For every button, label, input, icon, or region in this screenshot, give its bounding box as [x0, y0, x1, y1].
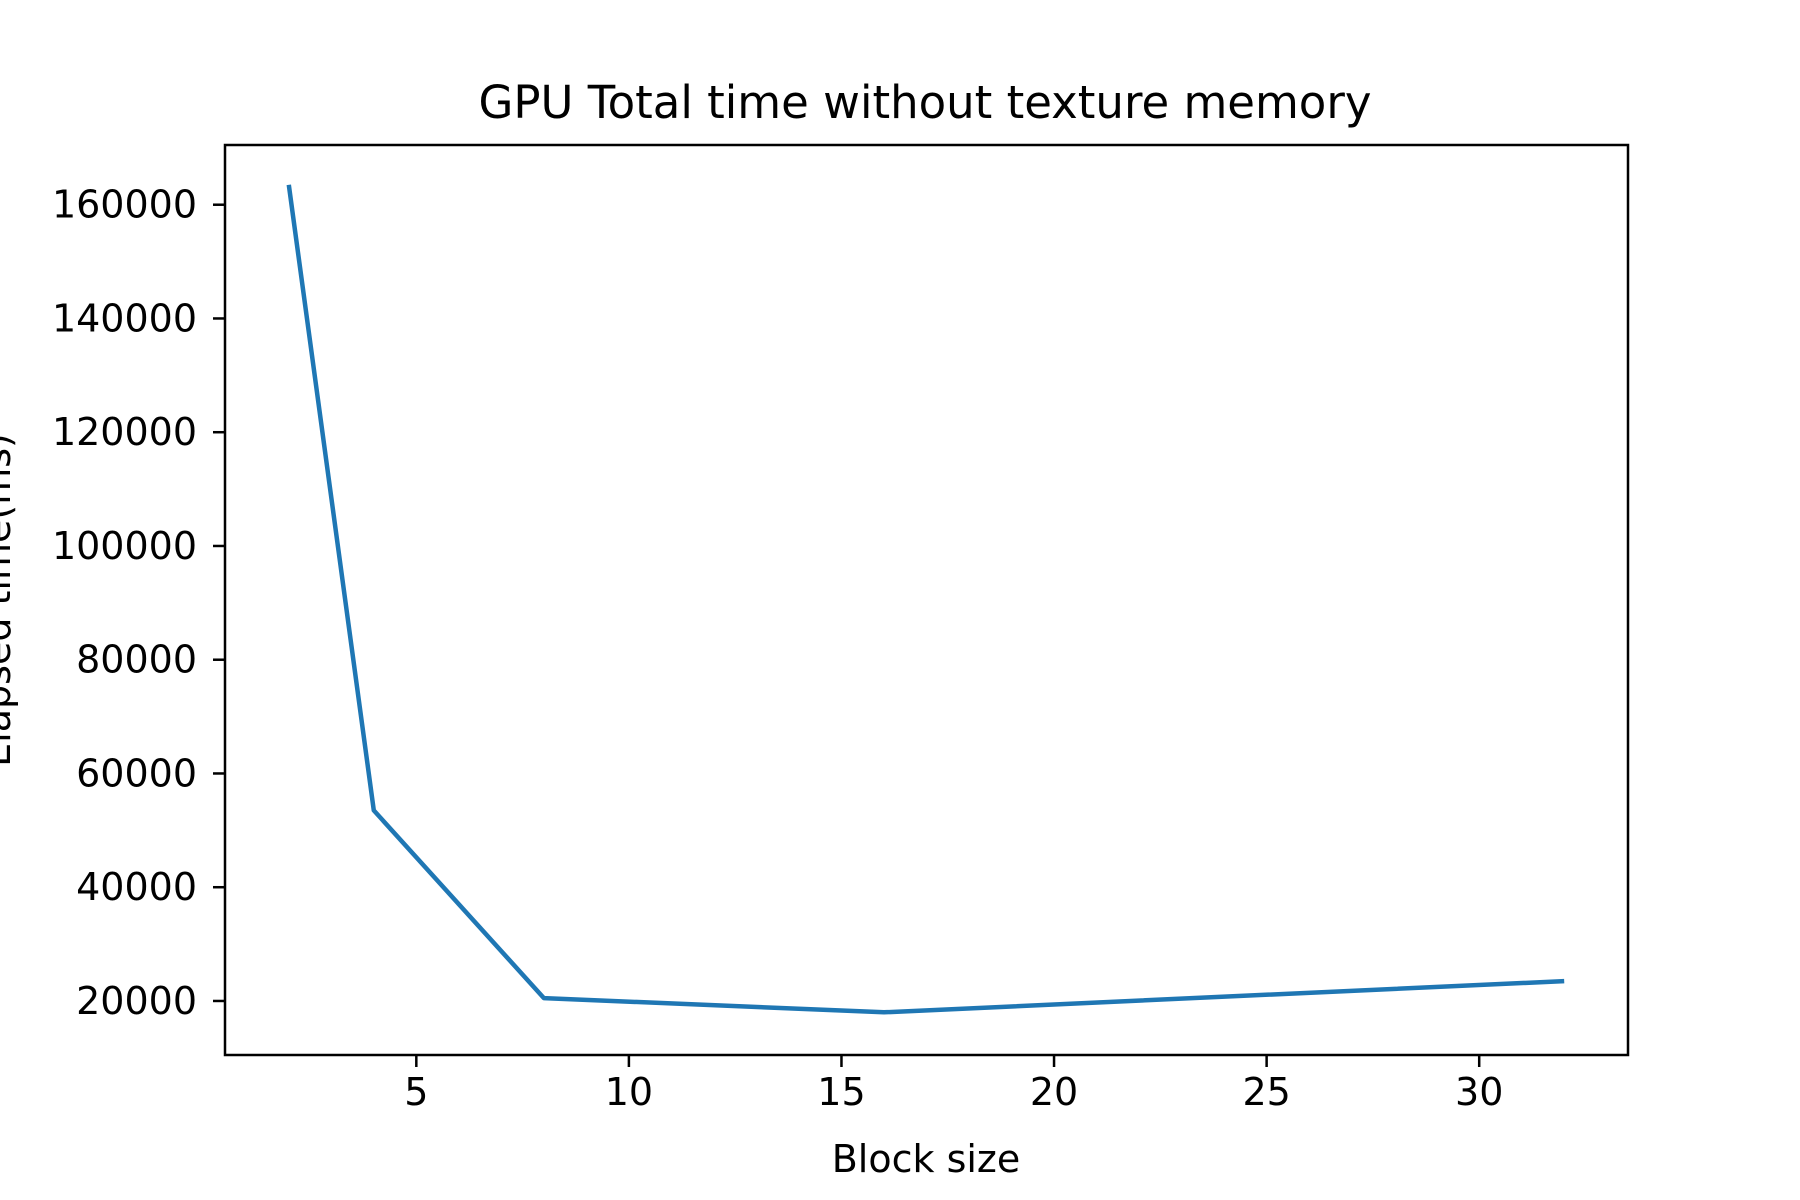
y-axis-ticks: 20000 40000 60000 80000 100000 120000 140000 16… [52, 183, 225, 1023]
y-tick-label: 40000 [76, 865, 197, 909]
axes-frame [223, 143, 1630, 1057]
y-tick-label: 140000 [52, 296, 197, 340]
series-line-0 [286, 184, 1565, 1015]
series-layer [286, 184, 1565, 1015]
x-axis-label: Block size [832, 1137, 1021, 1181]
y-tick-label: 100000 [52, 524, 197, 568]
y-tick-label: 160000 [52, 183, 197, 227]
x-tick-label: 30 [1455, 1070, 1503, 1114]
x-axis-ticks: 5 10 15 20 25 30 [404, 1055, 1503, 1114]
y-tick-label: 60000 [76, 751, 197, 795]
y-tick-label: 120000 [52, 410, 197, 454]
y-tick-label: 20000 [76, 979, 197, 1023]
x-tick-label: 10 [605, 1070, 653, 1114]
x-tick-label: 5 [404, 1070, 428, 1114]
chart-title: GPU Total time without texture memory [479, 76, 1372, 129]
y-axis-label: Elapsed time(ms) [0, 433, 19, 767]
y-tick-label: 80000 [76, 638, 197, 682]
x-tick-label: 25 [1242, 1070, 1290, 1114]
x-tick-label: 20 [1030, 1070, 1078, 1114]
x-tick-label: 15 [817, 1070, 865, 1114]
